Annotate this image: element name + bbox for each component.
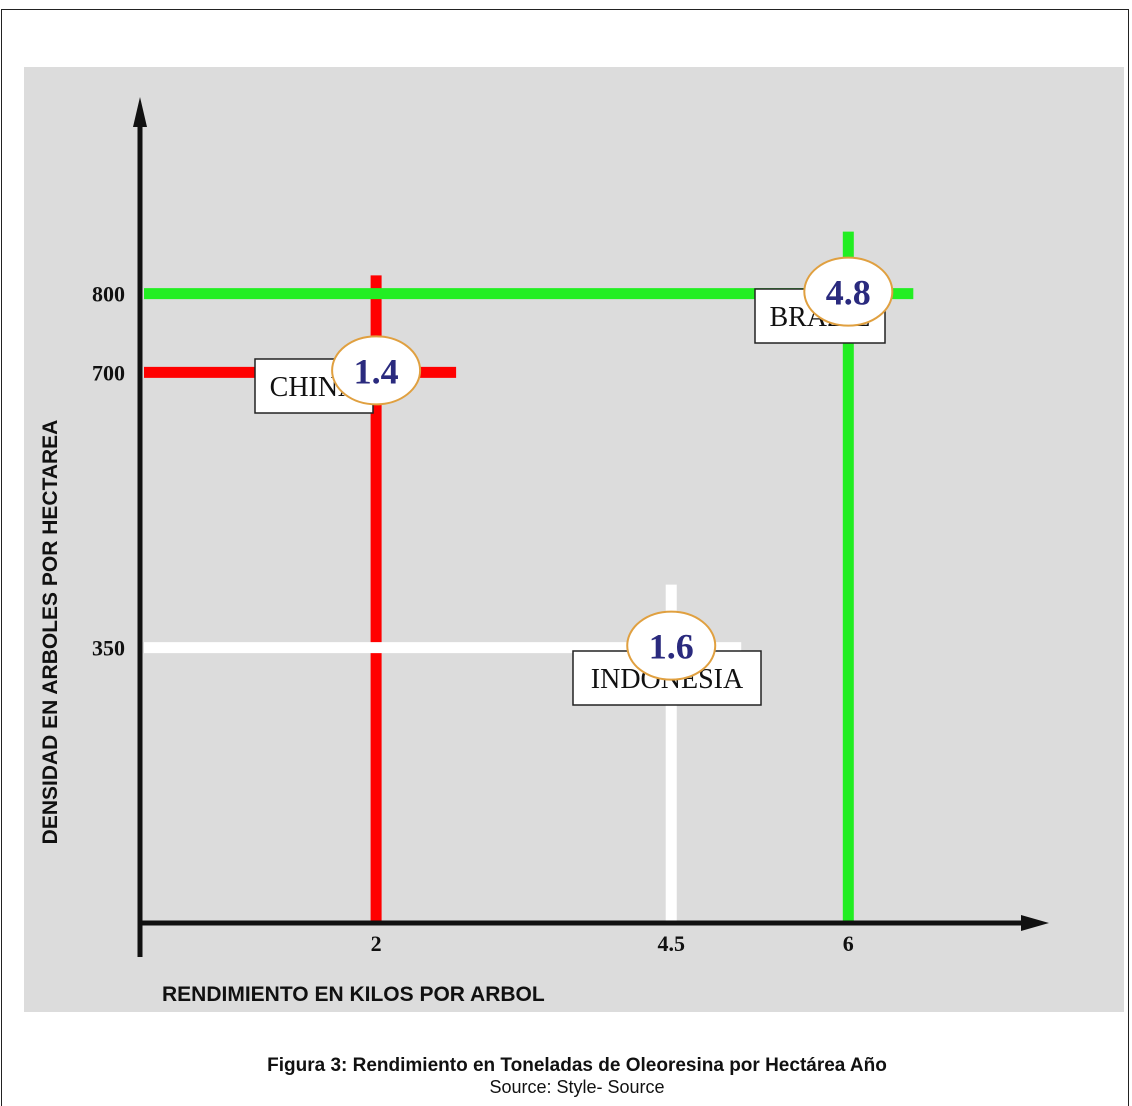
x-tick-label: 4.5 [657,931,685,956]
value-label-indonesia: 1.6 [649,627,694,667]
y-axis-title: DENSIDAD EN ARBOLES POR HECTAREA [39,420,62,845]
plot-background [24,67,1124,1012]
caption-title: Figura 3: Rendimiento en Toneladas de Ol… [267,1055,887,1076]
value-badge-brazil [803,256,894,327]
value-badge-china [331,335,422,406]
plot-panel: 2 4.5 6 350 700 800 RENDIMIENTO EN KILOS POR A… [24,67,1124,1012]
value-badge-indonesia [626,610,717,681]
x-tick-label: 6 [843,931,854,956]
value-label-china: 1.4 [354,351,399,391]
y-tick-label: 350 [92,636,125,661]
y-tick-label: 800 [92,282,125,307]
chart: 2 4.5 6 350 700 800 RENDIMIENTO EN KILOS POR A… [24,67,1124,1012]
value-label-brazil: 4.8 [826,273,871,313]
y-axis-arrow [133,97,147,127]
caption-source: Source: Style- Source [489,1077,665,1097]
x-axis-title: RENDIMIENTO EN KILOS POR ARBOL [162,983,545,1006]
x-axis-arrow [1021,915,1049,931]
figure-frame: 2 4.5 6 350 700 800 RENDIMIENTO EN KILOS POR A… [1,9,1129,1106]
x-tick-label: 2 [371,931,382,956]
figure-caption: Figura 3: Rendimiento en Toneladas de Ol… [2,1055,1132,1097]
y-tick-label: 700 [92,360,125,385]
